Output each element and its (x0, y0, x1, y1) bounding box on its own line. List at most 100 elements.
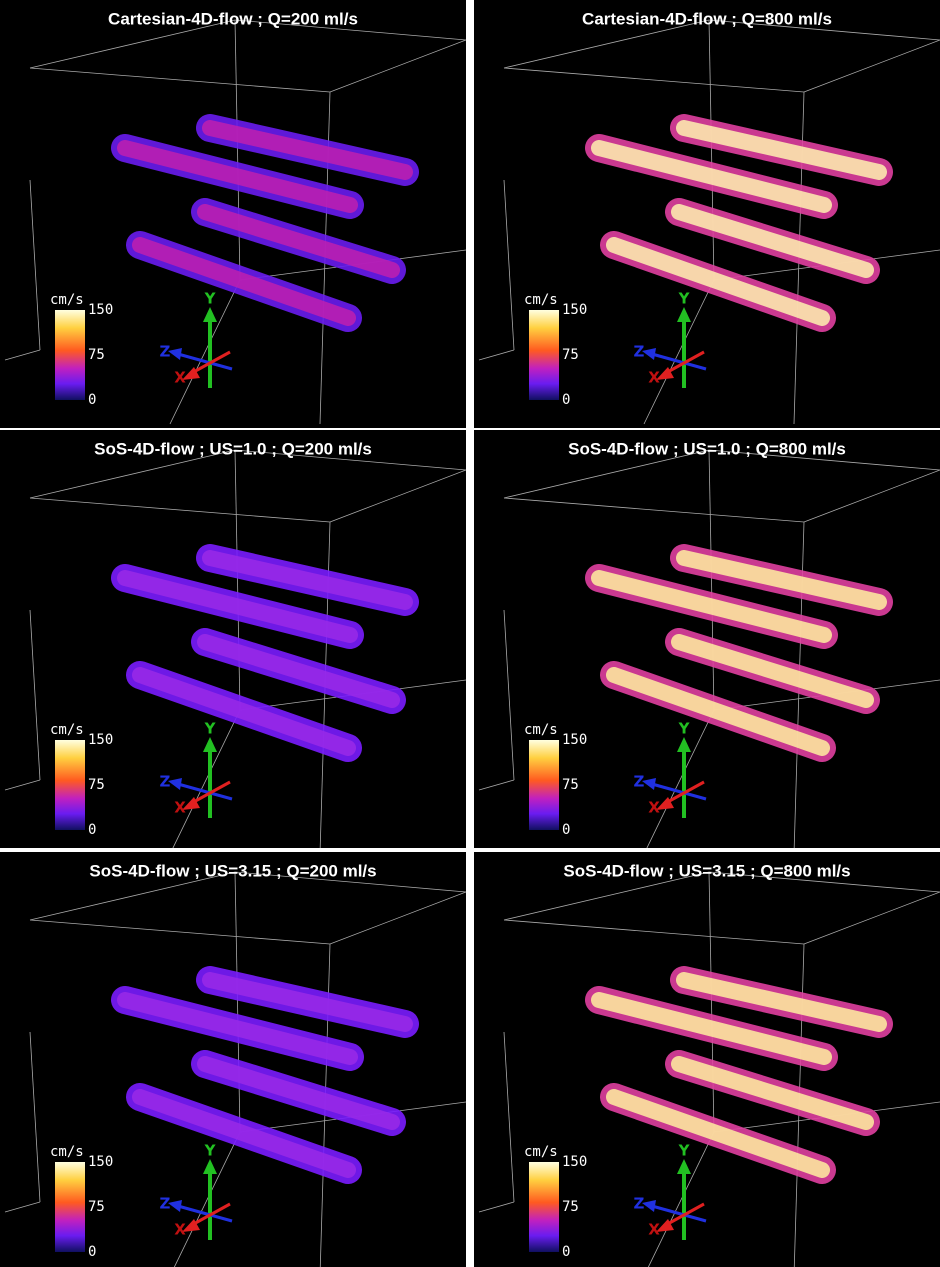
axis-y-head (203, 1159, 217, 1174)
axis-x (189, 1202, 231, 1228)
wireframe (4, 349, 41, 361)
axis-x-head (656, 797, 674, 810)
colorbar-tick-label: 75 (562, 347, 579, 363)
wireframe (478, 779, 515, 791)
flow-core (606, 667, 830, 756)
colorbar-tick-label: 75 (88, 347, 105, 363)
panel-title: SoS-4D-flow ; US=1.0 ; Q=200 ml/s (94, 439, 372, 458)
flow-core (202, 550, 413, 610)
wireframe (29, 609, 41, 781)
axis-z-label: Z (160, 343, 171, 361)
colorbar-tick-label: 75 (562, 777, 579, 793)
axis-x (663, 1202, 705, 1228)
axis-y-head (203, 307, 217, 322)
flow-core (591, 992, 832, 1065)
colorbar (529, 1162, 559, 1252)
wireframe (29, 919, 331, 945)
flow-core (671, 204, 874, 278)
colorbar-unit: cm/s (50, 292, 84, 308)
colorbar-unit: cm/s (524, 292, 558, 308)
colorbar-tick-label: 150 (562, 732, 587, 748)
axis-x-label: X (174, 369, 186, 387)
wireframe (708, 19, 715, 281)
flow-core (676, 972, 887, 1032)
axis-z-head (642, 348, 656, 360)
flow-core (117, 140, 358, 213)
flow-core (132, 667, 356, 756)
colorbar-tick-label: 150 (562, 1154, 587, 1170)
axis-y-label: Y (678, 720, 691, 738)
wireframe (803, 39, 940, 93)
wireframe (503, 609, 515, 781)
wireframe (503, 1031, 515, 1203)
axis-x-head (656, 367, 674, 380)
wireframe (234, 449, 241, 711)
axis-x (189, 780, 231, 806)
wireframe (234, 871, 241, 1133)
axis-y-head (677, 307, 691, 322)
colorbar-tick-label: 75 (88, 1199, 105, 1215)
flow-core (132, 237, 356, 326)
axis-z-label: Z (160, 773, 171, 791)
wireframe (329, 469, 466, 523)
axis-z (651, 1204, 707, 1223)
colorbar (55, 310, 85, 400)
colorbar-tick-label: 150 (88, 302, 113, 318)
wireframe (503, 19, 710, 69)
colorbar-unit: cm/s (524, 1144, 558, 1160)
flow-core (117, 992, 358, 1065)
colorbar-tick-label: 75 (562, 1199, 579, 1215)
axis-x-head (182, 797, 200, 810)
wireframe (708, 449, 715, 711)
axis-y-head (203, 737, 217, 752)
colorbar (55, 1162, 85, 1252)
axis-x-label: X (648, 369, 660, 387)
panel: Cartesian-4D-flow ; Q=800 ml/s cm/s 150 75 0… (474, 0, 940, 428)
wireframe (503, 497, 805, 523)
axis-x (663, 780, 705, 806)
flow-core (117, 570, 358, 643)
wireframe (503, 449, 710, 499)
wireframe (803, 891, 940, 945)
panel-title: SoS-4D-flow ; US=3.15 ; Q=800 ml/s (563, 861, 850, 880)
axis-y-label: Y (678, 290, 691, 308)
axis-z-head (168, 778, 182, 790)
axis-x-label: X (174, 799, 186, 817)
colorbar-tick-label: 0 (562, 1244, 570, 1260)
axis-z-label: Z (634, 1195, 645, 1213)
axis-z-label: Z (160, 1195, 171, 1213)
axis-x-head (182, 1219, 200, 1232)
wireframe (29, 449, 236, 499)
axis-x-head (656, 1219, 674, 1232)
wireframe (4, 1201, 41, 1213)
wireframe (29, 179, 41, 351)
wireframe (708, 871, 715, 1133)
wireframe (478, 349, 515, 361)
render: SoS-4D-flow ; US=3.15 ; Q=800 ml/s cm/s15… (478, 861, 940, 1267)
wireframe (172, 709, 241, 848)
panel: Cartesian-4D-flow ; Q=200 ml/s cm/s 150 75 0… (0, 0, 466, 428)
flow-core (202, 972, 413, 1032)
flow-core (197, 204, 400, 278)
wireframe (173, 1131, 241, 1267)
flow-core (676, 120, 887, 180)
wireframe (29, 19, 236, 69)
axis-z (177, 782, 233, 801)
axis-z (651, 782, 707, 801)
axis-z-head (642, 1200, 656, 1212)
colorbar-tick-label: 0 (88, 1244, 96, 1260)
panel-title: SoS-4D-flow ; US=3.15 ; Q=200 ml/s (89, 861, 376, 880)
flow-core (202, 120, 413, 180)
colorbar-tick-label: 0 (88, 392, 96, 408)
flow-core (671, 1056, 874, 1130)
wireframe (29, 871, 236, 921)
axis-x-label: X (648, 799, 660, 817)
wireframe (503, 179, 515, 351)
flow-core (591, 570, 832, 643)
wireframe (29, 1031, 41, 1203)
flow-core (606, 237, 830, 326)
axis-z (177, 352, 233, 371)
wireframe (234, 449, 466, 471)
